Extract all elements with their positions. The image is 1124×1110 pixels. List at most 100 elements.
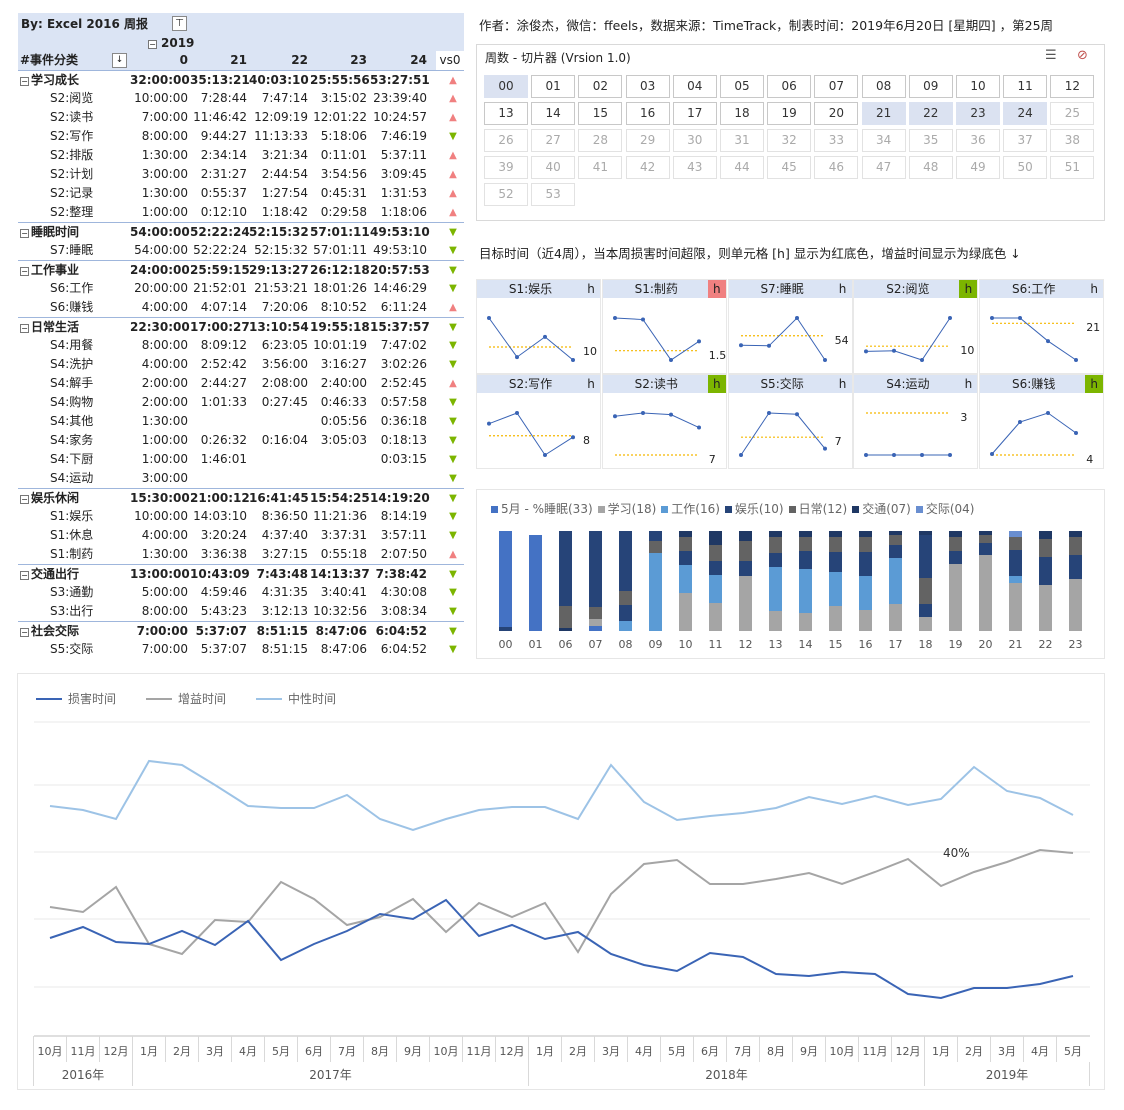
slicer-week-08[interactable]: 08 xyxy=(861,75,906,98)
detail-row[interactable]: S2:整理 1:00:00 0:12:10 1:18:42 0:29:58 1:18:06… xyxy=(18,203,464,222)
slicer-week-28[interactable]: 28 xyxy=(578,129,623,152)
slicer-week-12[interactable]: 12 xyxy=(1050,75,1095,98)
slicer-week-43[interactable]: 43 xyxy=(672,156,717,179)
slicer-week-17[interactable]: 17 xyxy=(672,102,717,125)
detail-row[interactable]: S2:阅览 10:00:00 7:28:44 7:47:14 3:15:02 23:39:… xyxy=(18,89,464,108)
slicer-week-19[interactable]: 19 xyxy=(767,102,812,125)
collapse-icon[interactable]: − xyxy=(20,267,29,276)
sort-filter-icon[interactable]: ↓ xyxy=(112,53,127,68)
slicer-week-49[interactable]: 49 xyxy=(956,156,1000,179)
slicer-week-16[interactable]: 16 xyxy=(625,102,670,125)
slicer-week-39[interactable]: 39 xyxy=(484,156,528,179)
slicer-week-13[interactable]: 13 xyxy=(484,102,528,125)
slicer-week-09[interactable]: 09 xyxy=(908,75,953,98)
detail-row[interactable]: S4:购物 2:00:00 1:01:33 0:27:45 0:46:33 0:57:58… xyxy=(18,393,464,412)
slicer-week-04[interactable]: 04 xyxy=(672,75,717,98)
slicer-week-11[interactable]: 11 xyxy=(1003,75,1048,98)
slicer-week-32[interactable]: 32 xyxy=(767,129,812,152)
slicer-week-35[interactable]: 35 xyxy=(908,129,953,152)
collapse-icon[interactable]: − xyxy=(20,495,29,504)
slicer-week-00[interactable]: 00 xyxy=(484,75,528,98)
slicer-week-37[interactable]: 37 xyxy=(1003,129,1048,152)
slicer-week-24[interactable]: 24 xyxy=(1003,102,1048,125)
slicer-week-01[interactable]: 01 xyxy=(531,75,576,98)
group-row[interactable]: − 娱乐休闲 15:30:00 21:00:12 16:41:45 15:54:25 14:… xyxy=(18,488,464,507)
detail-row[interactable]: S5:交际 7:00:00 5:37:07 8:51:15 8:47:06 6:04:52… xyxy=(18,640,464,659)
slicer-week-47[interactable]: 47 xyxy=(861,156,906,179)
group-row[interactable]: − 交通出行 13:00:00 10:43:09 7:43:48 14:13:37 7:38… xyxy=(18,564,464,583)
collapse-icon[interactable]: − xyxy=(20,229,29,238)
clear-filter-icon[interactable]: ⊘ xyxy=(1077,48,1088,63)
detail-row[interactable]: S4:洗护 4:00:00 2:52:42 3:56:00 3:16:27 3:02:26… xyxy=(18,355,464,374)
slicer-week-26[interactable]: 26 xyxy=(484,129,528,152)
detail-row[interactable]: S4:用餐 8:00:00 8:09:12 6:23:05 10:01:19 7:47:0… xyxy=(18,336,464,355)
slicer-week-53[interactable]: 53 xyxy=(531,183,576,206)
slicer-week-51[interactable]: 51 xyxy=(1050,156,1095,179)
detail-row[interactable]: S4:下厨 1:00:00 1:46:01 0:03:15 ▼ xyxy=(18,450,464,469)
slicer-week-34[interactable]: 34 xyxy=(861,129,906,152)
collapse-icon[interactable]: − xyxy=(20,324,29,333)
slicer-week-48[interactable]: 48 xyxy=(908,156,953,179)
col-header-24: 24 xyxy=(410,53,427,67)
collapse-icon[interactable]: − xyxy=(20,571,29,580)
filter-icon[interactable]: ⊤ xyxy=(172,16,187,31)
detail-row[interactable]: S2:计划 3:00:00 2:31:27 2:44:54 3:54:56 3:09:45… xyxy=(18,165,464,184)
slicer-week-31[interactable]: 31 xyxy=(720,129,764,152)
slicer-week-46[interactable]: 46 xyxy=(814,156,859,179)
group-row[interactable]: − 睡眠时间 54:00:00 52:22:24 52:15:32 57:01:11 49:… xyxy=(18,222,464,241)
slicer-week-45[interactable]: 45 xyxy=(767,156,812,179)
detail-row[interactable]: S4:解手 2:00:00 2:44:27 2:08:00 2:40:00 2:52:45… xyxy=(18,374,464,393)
detail-row[interactable]: S6:赚钱 4:00:00 4:07:14 7:20:06 8:10:52 6:11:24… xyxy=(18,298,464,317)
slicer-week-27[interactable]: 27 xyxy=(531,129,576,152)
slicer-week-18[interactable]: 18 xyxy=(720,102,764,125)
cell-value: 0:57:58 xyxy=(380,395,427,409)
slicer-week-10[interactable]: 10 xyxy=(956,75,1000,98)
slicer-week-22[interactable]: 22 xyxy=(908,102,953,125)
collapse-icon[interactable]: − xyxy=(20,628,29,637)
slicer-week-05[interactable]: 05 xyxy=(720,75,764,98)
group-row[interactable]: − 社会交际 7:00:00 5:37:07 8:51:15 8:47:06 6:04:52… xyxy=(18,621,464,640)
detail-row[interactable]: S2:记录 1:30:00 0:55:37 1:27:54 0:45:31 1:31:53… xyxy=(18,184,464,203)
slicer-week-36[interactable]: 36 xyxy=(956,129,1000,152)
detail-row[interactable]: S4:运动 3:00:00 ▼ xyxy=(18,469,464,488)
collapse-year-toggle[interactable]: − xyxy=(148,35,159,51)
slicer-week-38[interactable]: 38 xyxy=(1050,129,1095,152)
detail-row[interactable]: S2:排版 1:30:00 2:34:14 3:21:34 0:11:01 5:37:11… xyxy=(18,146,464,165)
slicer-week-15[interactable]: 15 xyxy=(578,102,623,125)
detail-row[interactable]: S2:读书 7:00:00 11:46:42 12:09:19 12:01:22 10:2… xyxy=(18,108,464,127)
slicer-week-29[interactable]: 29 xyxy=(625,129,670,152)
slicer-week-50[interactable]: 50 xyxy=(1003,156,1048,179)
slicer-week-23[interactable]: 23 xyxy=(956,102,1000,125)
slicer-week-06[interactable]: 06 xyxy=(767,75,812,98)
slicer-week-40[interactable]: 40 xyxy=(531,156,576,179)
detail-row[interactable]: S6:工作 20:00:00 21:52:01 21:53:21 18:01:26 14:… xyxy=(18,279,464,298)
detail-row[interactable]: S3:出行 8:00:00 5:43:23 3:12:13 10:32:56 3:08:3… xyxy=(18,602,464,621)
detail-row[interactable]: S2:写作 8:00:00 9:44:27 11:13:33 5:18:06 7:46:1… xyxy=(18,127,464,146)
slicer-week-30[interactable]: 30 xyxy=(672,129,717,152)
slicer-week-02[interactable]: 02 xyxy=(578,75,623,98)
slicer-week-14[interactable]: 14 xyxy=(531,102,576,125)
slicer-week-25[interactable]: 25 xyxy=(1050,102,1095,125)
group-row[interactable]: − 工作事业 24:00:00 25:59:15 29:13:27 26:12:18 20:… xyxy=(18,260,464,279)
slicer-week-33[interactable]: 33 xyxy=(814,129,859,152)
group-row[interactable]: − 日常生活 22:30:00 17:00:27 13:10:54 19:55:18 15:… xyxy=(18,317,464,336)
cell-value: 0:11:01 xyxy=(320,148,367,162)
slicer-week-03[interactable]: 03 xyxy=(625,75,670,98)
multi-select-icon[interactable]: ☰ xyxy=(1045,48,1057,63)
group-row[interactable]: − 学习成长 32:00:00 35:13:21 40:03:10 25:55:56 53:… xyxy=(18,70,464,89)
detail-row[interactable]: S3:通勤 5:00:00 4:59:46 4:31:35 3:40:41 4:30:08… xyxy=(18,583,464,602)
slicer-week-07[interactable]: 07 xyxy=(814,75,859,98)
collapse-icon[interactable]: − xyxy=(20,77,29,86)
slicer-week-41[interactable]: 41 xyxy=(578,156,623,179)
slicer-week-44[interactable]: 44 xyxy=(720,156,764,179)
detail-row[interactable]: S4:家务 1:00:00 0:26:32 0:16:04 3:05:03 0:18:13… xyxy=(18,431,464,450)
detail-row[interactable]: S1:休息 4:00:00 3:20:24 4:37:40 3:37:31 3:57:11… xyxy=(18,526,464,545)
detail-row[interactable]: S7:睡眠 54:00:00 52:22:24 52:15:32 57:01:11 49:… xyxy=(18,241,464,260)
detail-row[interactable]: S1:制药 1:30:00 3:36:38 3:27:15 0:55:18 2:07:50… xyxy=(18,545,464,564)
slicer-week-21[interactable]: 21 xyxy=(861,102,906,125)
detail-row[interactable]: S1:娱乐 10:00:00 14:03:10 8:36:50 11:21:36 8:14… xyxy=(18,507,464,526)
slicer-week-52[interactable]: 52 xyxy=(484,183,528,206)
slicer-week-20[interactable]: 20 xyxy=(814,102,859,125)
detail-row[interactable]: S4:其他 1:30:00 0:05:56 0:36:18 ▼ xyxy=(18,412,464,431)
slicer-week-42[interactable]: 42 xyxy=(625,156,670,179)
